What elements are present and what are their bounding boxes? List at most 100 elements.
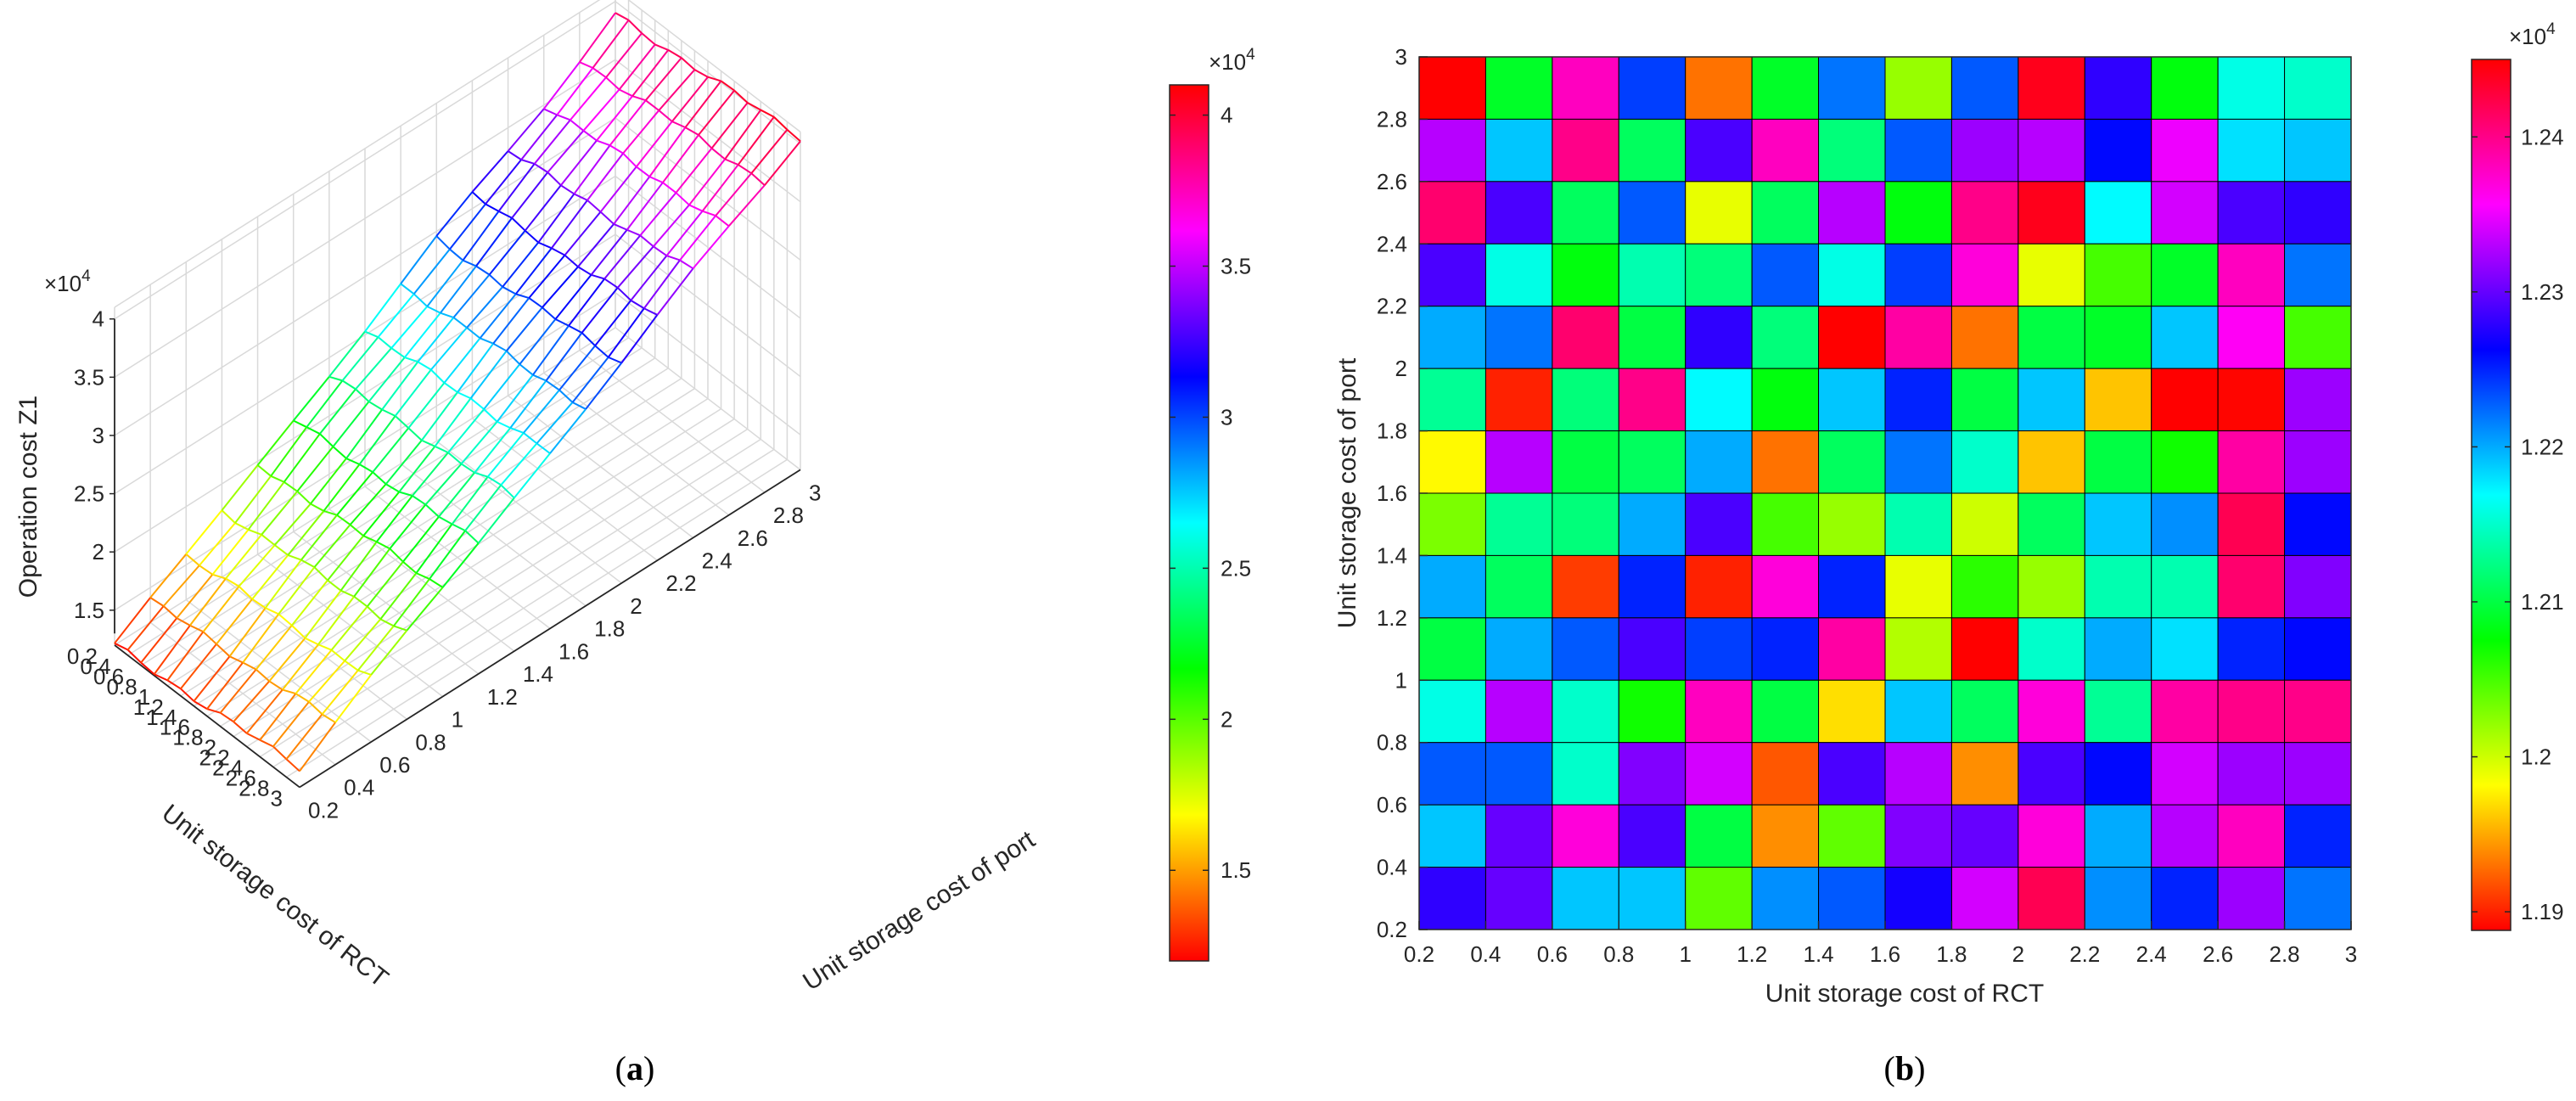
a-surface-edge — [376, 541, 390, 550]
b-heatmap-cell — [1484, 679, 1553, 744]
b-heatmap-cell — [1685, 306, 1753, 369]
a-surface-edge — [662, 134, 699, 183]
a-y-tick-label: 2 — [630, 593, 642, 619]
a-surface-edge — [313, 524, 351, 568]
a-surface-edge — [193, 655, 231, 702]
b-heatmap-cell — [1484, 742, 1553, 806]
a-surface-edge — [349, 524, 364, 536]
b-heatmap-cell — [1884, 554, 1952, 619]
a-surface-edge — [300, 559, 315, 569]
b-heatmap-cell — [2284, 867, 2352, 930]
a-surface-edge — [364, 330, 379, 339]
b-y-tick-label: 1.8 — [1377, 418, 1407, 444]
b-x-tick-label: 1.4 — [1803, 941, 1833, 967]
a-surface-edge — [306, 379, 344, 428]
a-surface-edge — [452, 317, 468, 329]
b-heatmap-cell — [1484, 368, 1553, 432]
a-surface-edge — [710, 147, 726, 160]
b-heatmap-cell — [2217, 742, 2286, 806]
a-surface-edge — [573, 144, 611, 195]
b-heatmap-cell — [1418, 742, 1486, 806]
a-surface-edge — [523, 389, 560, 434]
a-surface-edge — [592, 20, 630, 69]
b-heatmap-cell — [1751, 742, 1820, 806]
a-surface-edge — [272, 701, 310, 748]
b-heatmap-cell — [1884, 492, 1952, 556]
a-surface-edge — [291, 625, 306, 639]
b-heatmap-cell — [1950, 56, 2019, 120]
b-heatmap-cell — [1685, 181, 1753, 244]
b-heatmap-cell — [2151, 181, 2219, 244]
a-surface-edge — [334, 674, 373, 723]
a-surface-edge — [270, 426, 308, 477]
a-surface-edge — [542, 306, 557, 320]
b-heatmap-cell — [2018, 306, 2085, 369]
a-surface-edge — [658, 69, 696, 111]
b-heatmap-cell — [2284, 306, 2352, 369]
a-surface-edge — [429, 530, 466, 580]
a-surface-edge — [261, 534, 276, 546]
a-surface-edge — [180, 688, 195, 702]
b-y-tick-label: 2 — [1395, 356, 1407, 381]
b-heatmap-cell — [1751, 554, 1820, 619]
a-surface-edge — [261, 491, 299, 536]
b-heatmap-cell — [2018, 368, 2085, 432]
a-surface-edge — [317, 596, 355, 645]
a-surface-edge — [447, 452, 463, 465]
a-surface-edge — [605, 76, 620, 91]
b-heatmap-cell — [1818, 368, 1886, 432]
a-surface-edge — [485, 159, 522, 205]
a-surface-edge — [658, 110, 673, 122]
a-surface-edge — [675, 192, 690, 206]
a-z-tick-label: 1.5 — [74, 598, 104, 623]
b-heatmap-cell — [1685, 492, 1753, 556]
b-heatmap-cell — [2151, 804, 2219, 868]
a-surface-edge — [570, 119, 585, 132]
a-surface-edge — [653, 245, 668, 257]
a-y-tick-label: 1.2 — [487, 684, 518, 710]
a-surface-edge — [417, 361, 432, 371]
a-surface-edge — [438, 472, 475, 518]
a-surface-edge — [599, 211, 615, 225]
a-surface-edge — [463, 259, 477, 267]
a-surface-edge — [256, 464, 272, 477]
b-colorbar-tick-label: 1.2 — [2521, 744, 2551, 770]
b-heatmap-cell — [2084, 56, 2152, 120]
a-x-tick-label: 2.2 — [199, 745, 230, 771]
a-surface-edge — [616, 245, 654, 289]
b-heatmap-cell — [1484, 306, 1553, 369]
a-surface-edge — [599, 166, 637, 213]
a-y-axis-line — [299, 469, 801, 789]
a-surface-edge — [496, 374, 534, 423]
a-x-axis-line — [114, 644, 300, 789]
a-surface-edge — [225, 534, 262, 580]
a-surface-edge — [654, 43, 669, 51]
a-surface-edge — [300, 514, 338, 561]
a-surface-edge — [619, 88, 633, 98]
a-surface-edge — [390, 306, 429, 349]
b-heatmap-cell — [2151, 554, 2219, 619]
a-surface-edge — [327, 579, 342, 592]
b-heatmap-cell — [1950, 742, 2019, 806]
a-surface-edge — [477, 497, 515, 544]
a-surface-edge — [536, 402, 574, 445]
a-surface-edge — [199, 522, 236, 566]
a-surface-edge — [251, 554, 289, 600]
a-surface-edge — [310, 458, 347, 505]
a-surface-edge — [449, 248, 464, 261]
b-heatmap-cell — [1552, 554, 1619, 619]
b-heatmap-cell — [1418, 430, 1486, 494]
panel-b-ylabel: Unit storage cost of port — [1333, 357, 1361, 628]
panel-b-colorbar-exponent: ×104 — [2509, 20, 2556, 49]
a-surface-edge — [556, 67, 594, 115]
b-heatmap-cell — [1950, 617, 2019, 681]
b-heatmap-cell — [2284, 742, 2352, 806]
panel-b-heatmap-cells — [1418, 56, 2352, 930]
b-heatmap-cell — [1484, 554, 1553, 619]
a-surface-edge — [421, 439, 435, 447]
a-surface-edge — [594, 300, 632, 346]
a-colorbar-tick-label: 2 — [1221, 706, 1232, 732]
b-y-tick-label: 1.6 — [1377, 480, 1407, 506]
a-surface-edge — [577, 266, 592, 276]
a-surface-edge — [189, 577, 227, 626]
